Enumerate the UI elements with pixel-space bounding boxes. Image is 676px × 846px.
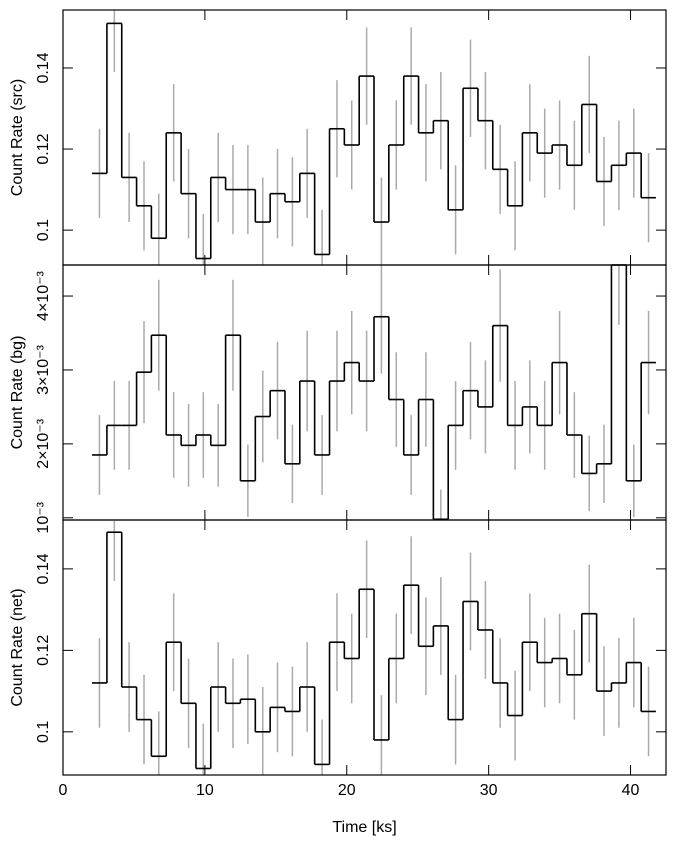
- y-axis-label: Count Rate (src): [9, 79, 26, 196]
- x-tick-label: 40: [622, 782, 640, 799]
- y-tick-label: 0.1: [35, 219, 52, 241]
- y-tick-label: 0.12: [35, 133, 52, 164]
- y-tick-label: 3×10⁻³: [35, 344, 52, 394]
- x-tick-label: 30: [480, 782, 498, 799]
- y-tick-label: 0.14: [35, 553, 52, 584]
- y-tick-label: 10⁻³: [35, 501, 52, 533]
- x-tick-label: 0: [59, 782, 68, 799]
- x-tick-label: 20: [338, 782, 356, 799]
- panel-frame: [62, 264, 667, 521]
- y-axis-label: Count Rate (bg): [9, 336, 26, 450]
- y-tick-label: 2×10⁻³: [35, 418, 52, 468]
- x-tick-label: 10: [196, 782, 214, 799]
- panel-frame: [62, 9, 667, 266]
- y-tick-label: 0.12: [35, 635, 52, 666]
- y-tick-label: 0.14: [35, 52, 52, 83]
- y-tick-label: 0.1: [35, 721, 52, 743]
- panel-frame: [62, 519, 667, 776]
- y-axis-label: Count Rate (net): [9, 588, 26, 706]
- x-axis-label: Time [ks]: [332, 819, 396, 836]
- y-tick-label: 4×10⁻³: [35, 270, 52, 320]
